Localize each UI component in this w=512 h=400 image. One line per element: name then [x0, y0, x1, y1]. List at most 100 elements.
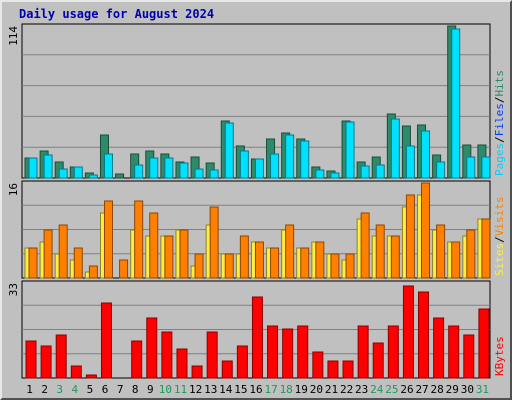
x-tick-day-28: 28 [431, 383, 444, 396]
x-tick-day-25: 25 [385, 383, 398, 396]
bar-visits-day-12 [194, 253, 204, 279]
legend-item-kbytes: KBytes [493, 336, 506, 376]
bar-visits-day-28 [436, 224, 446, 279]
legend-top: Pages/Files/Hits [493, 70, 506, 176]
bar-kbytes-day-14 [221, 360, 233, 379]
bar-visits-day-8 [134, 200, 144, 279]
bar-files-day-21 [330, 172, 340, 179]
x-tick-day-2: 2 [41, 383, 48, 396]
bar-kbytes-day-13 [206, 331, 218, 379]
x-tick-day-5: 5 [87, 383, 94, 396]
bar-kbytes-day-31 [478, 308, 490, 379]
bar-visits-day-23 [360, 212, 370, 279]
bar-files-day-10 [164, 157, 174, 179]
bar-visits-day-2 [43, 229, 53, 279]
bar-files-day-19 [300, 140, 310, 179]
bar-files-day-18 [285, 134, 295, 179]
bar-visits-day-10 [164, 235, 174, 279]
x-tick-day-22: 22 [340, 383, 353, 396]
bar-files-day-15 [239, 150, 249, 179]
bar-visits-day-4 [73, 247, 83, 279]
x-tick-day-11: 11 [174, 383, 187, 396]
ymax-label-middle: 16 [7, 183, 20, 196]
bar-visits-day-17 [270, 247, 280, 279]
x-tick-day-23: 23 [355, 383, 368, 396]
bar-visits-day-22 [345, 253, 355, 279]
ymax-label-bottom: 33 [7, 283, 20, 296]
bar-files-day-12 [194, 168, 204, 179]
bar-files-day-30 [466, 156, 476, 179]
bar-visits-day-16 [254, 241, 264, 279]
bar-kbytes-day-12 [191, 365, 203, 379]
x-tick-day-4: 4 [72, 383, 79, 396]
bar-kbytes-day-22 [342, 360, 354, 379]
ymax-label-top: 114 [7, 26, 20, 46]
bar-files-day-23 [360, 165, 370, 179]
bar-kbytes-day-28 [433, 317, 445, 379]
x-tick-day-26: 26 [400, 383, 413, 396]
bar-kbytes-day-27 [418, 291, 430, 379]
x-tick-day-27: 27 [415, 383, 428, 396]
bar-visits-day-20 [315, 241, 325, 279]
bar-files-day-25 [390, 118, 400, 179]
bar-visits-day-6 [103, 200, 113, 279]
x-tick-day-12: 12 [189, 383, 202, 396]
bar-kbytes-day-17 [267, 325, 279, 379]
bar-visits-day-25 [390, 235, 400, 279]
bar-visits-day-24 [375, 224, 385, 279]
legend-bottom: KBytes [493, 336, 506, 376]
bar-files-day-1 [28, 157, 38, 179]
bar-visits-day-27 [421, 182, 431, 279]
bar-files-day-24 [375, 164, 385, 179]
bar-kbytes-day-4 [70, 365, 82, 379]
bar-hits-day-7 [115, 173, 125, 179]
legend-item-sites: Sites [493, 243, 506, 276]
bar-files-day-3 [58, 168, 68, 179]
bar-files-day-20 [315, 169, 325, 179]
bar-files-day-14 [224, 122, 234, 179]
legend-item-hits: Hits [493, 70, 506, 97]
bar-visits-day-5 [88, 265, 98, 279]
x-tick-day-31: 31 [476, 383, 489, 396]
x-tick-day-17: 17 [264, 383, 277, 396]
bar-kbytes-day-2 [40, 345, 52, 379]
bar-visits-day-9 [149, 212, 159, 279]
legend-item-files: Files [493, 103, 506, 136]
bar-visits-day-18 [285, 224, 295, 279]
bar-kbytes-day-19 [297, 325, 309, 379]
bar-files-day-17 [270, 153, 280, 179]
x-tick-day-30: 30 [461, 383, 474, 396]
bar-kbytes-day-3 [55, 334, 67, 379]
bar-files-day-13 [209, 169, 219, 179]
x-tick-day-15: 15 [234, 383, 247, 396]
bar-kbytes-day-18 [282, 328, 294, 379]
bar-kbytes-day-1 [25, 340, 37, 379]
bar-kbytes-day-23 [357, 325, 369, 379]
bar-visits-day-30 [466, 229, 476, 279]
bar-visits-day-11 [179, 229, 189, 279]
legend-item-pages: Pages [493, 143, 506, 176]
legend-item-visits: Visits [493, 197, 506, 237]
bar-kbytes-day-21 [327, 360, 339, 379]
bar-kbytes-day-29 [448, 325, 460, 379]
bar-files-day-8 [134, 164, 144, 179]
bar-visits-day-7 [119, 259, 129, 279]
bar-visits-day-15 [239, 235, 249, 279]
legend-middle: Sites/Visits [493, 197, 506, 277]
bar-files-day-4 [73, 166, 83, 179]
x-tick-day-20: 20 [310, 383, 323, 396]
bar-kbytes-day-25 [387, 325, 399, 379]
bar-kbytes-day-10 [161, 331, 173, 379]
bar-files-day-29 [451, 28, 461, 179]
legend-separator: / [493, 136, 506, 143]
bar-files-day-5 [88, 174, 98, 179]
bar-files-day-22 [345, 121, 355, 179]
x-tick-day-21: 21 [325, 383, 338, 396]
bar-files-day-2 [43, 154, 53, 179]
bar-kbytes-day-26 [402, 285, 414, 379]
x-tick-day-7: 7 [117, 383, 124, 396]
x-tick-day-1: 1 [26, 383, 33, 396]
bar-kbytes-day-5 [85, 374, 97, 379]
bar-kbytes-day-8 [131, 340, 143, 379]
bar-files-day-26 [405, 145, 415, 179]
